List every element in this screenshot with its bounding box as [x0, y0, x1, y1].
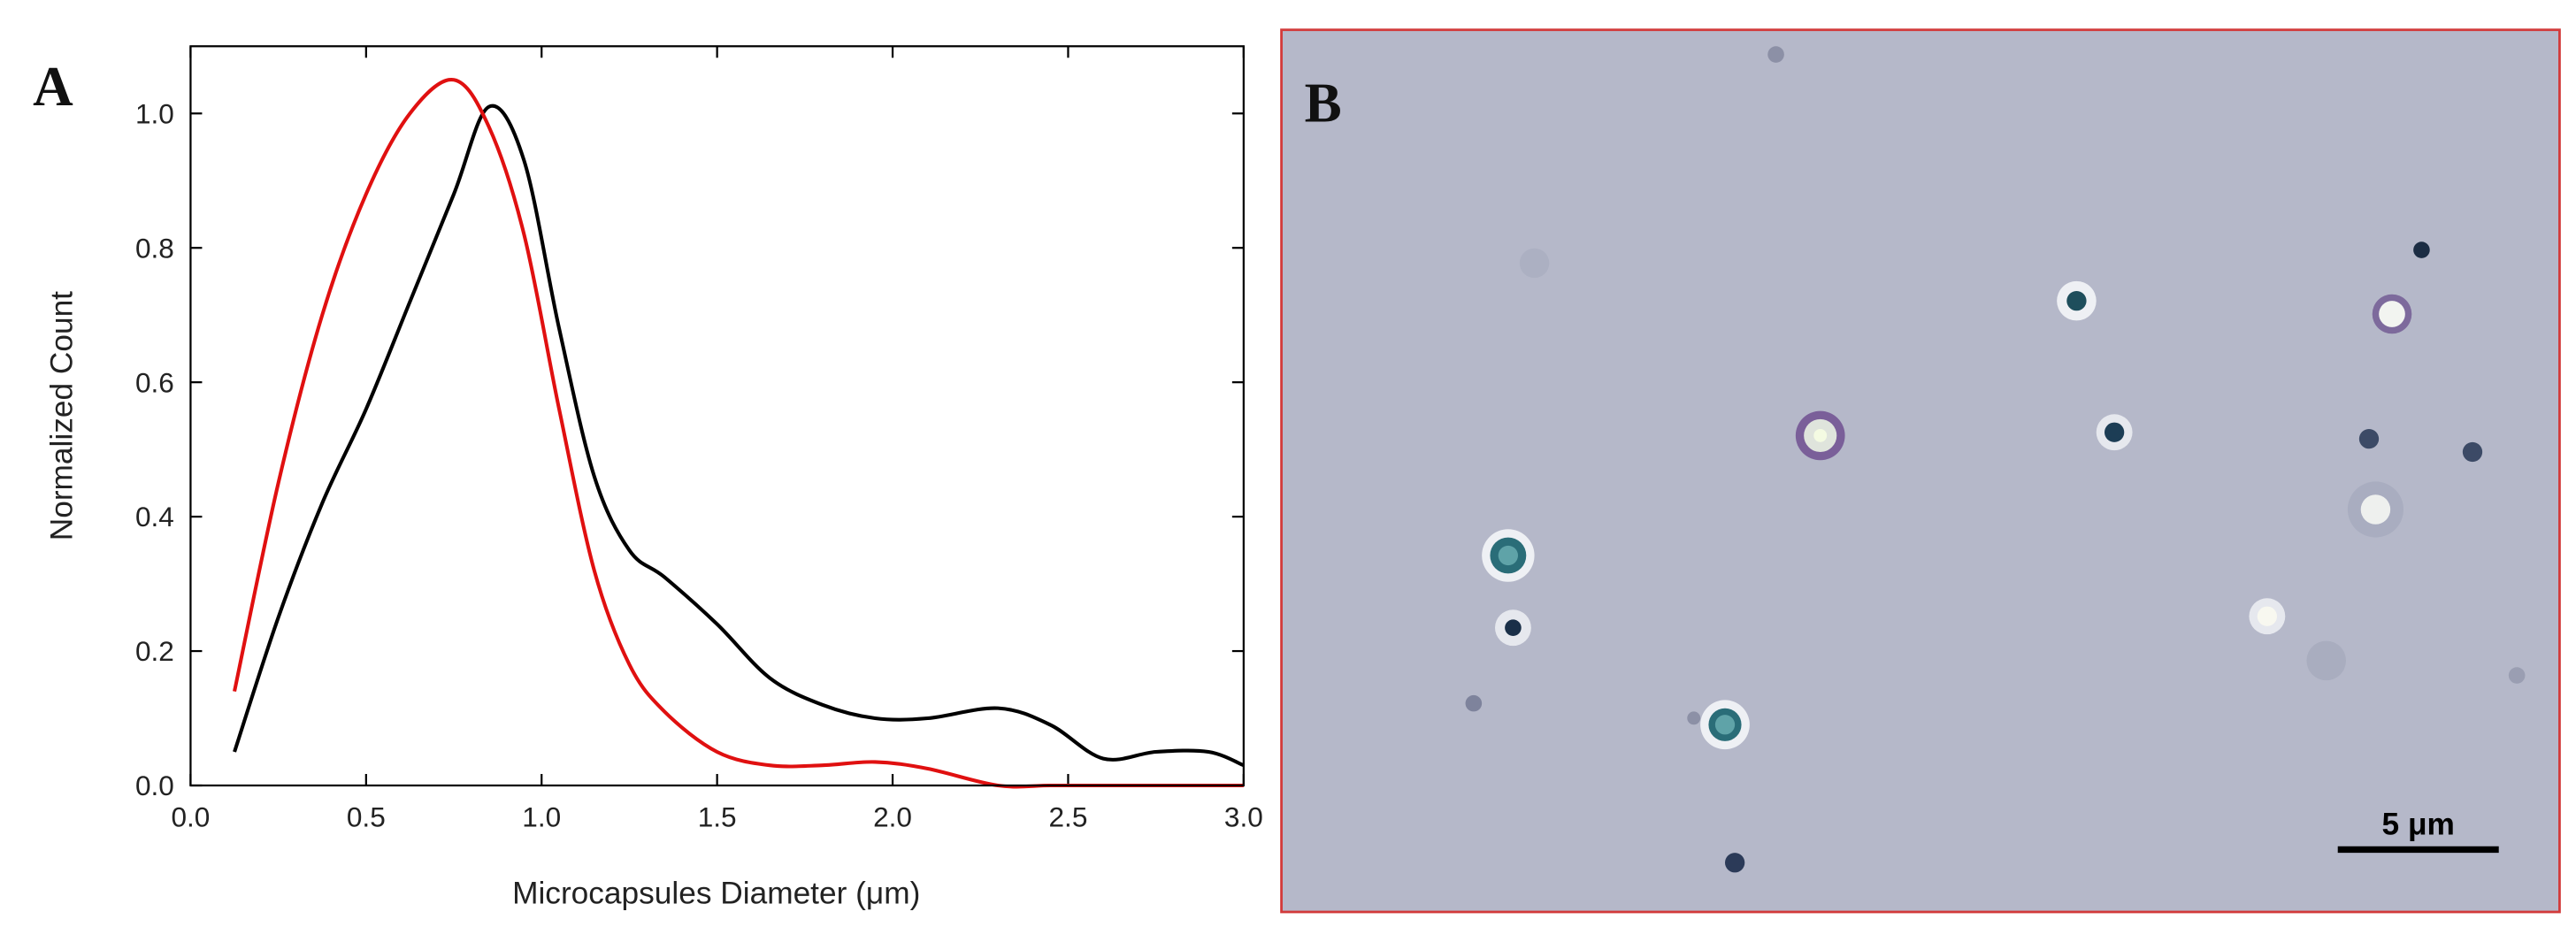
particle	[2066, 291, 2087, 311]
y-tick-label: 0.2	[135, 635, 174, 667]
particle	[2508, 667, 2526, 684]
particle	[1813, 429, 1828, 442]
particle	[2257, 606, 2277, 626]
y-tick-label: 0.4	[135, 501, 174, 532]
plot-frame	[189, 45, 1245, 787]
y-tick-label: 0.8	[135, 232, 174, 264]
micrograph: B 5 μm	[1280, 28, 2561, 914]
particle	[2462, 441, 2483, 463]
particle	[2358, 429, 2380, 449]
particle	[1687, 711, 1701, 725]
x-tick-label: 0.5	[347, 801, 386, 832]
particle	[1519, 248, 1550, 279]
particle	[1505, 619, 1522, 636]
x-tick-label: 3.0	[1224, 801, 1263, 832]
particle	[1498, 545, 1518, 566]
particle	[1714, 715, 1736, 735]
scale-bar-label: 5 μm	[2382, 808, 2455, 842]
particle	[1725, 853, 1745, 873]
series-line	[233, 103, 1245, 768]
particle	[1465, 694, 1483, 712]
particle	[2104, 422, 2125, 442]
y-tick-label: 1.0	[135, 97, 174, 129]
x-tick-label: 2.0	[873, 801, 912, 832]
y-axis-label: Normalized Count	[45, 291, 80, 540]
x-tick-label: 1.0	[522, 801, 561, 832]
x-tick-label: 0.0	[171, 801, 210, 832]
series-line	[233, 78, 1244, 789]
particle	[2379, 301, 2405, 327]
plot-area: 0.0 0.5 1.0 1.5 2.0 2.5 3.0 0.0 0.2 0.4 0.6 0.8 1.0	[135, 46, 1263, 832]
x-tick-label: 1.5	[698, 801, 737, 832]
particle	[2306, 640, 2346, 681]
y-tick-label: 0.0	[135, 770, 174, 801]
panel-label: A	[33, 56, 73, 118]
particles	[1465, 46, 2526, 873]
particle	[2360, 494, 2391, 525]
image-frame	[1280, 28, 2561, 914]
particle	[1767, 46, 1784, 63]
panel-label: B	[1305, 73, 1342, 134]
y-tick-label: 0.6	[135, 366, 174, 398]
particle	[2413, 241, 2430, 258]
x-tick-label: 2.5	[1049, 801, 1088, 832]
x-axis-label: Microcapsules Diameter (μm)	[512, 877, 920, 911]
